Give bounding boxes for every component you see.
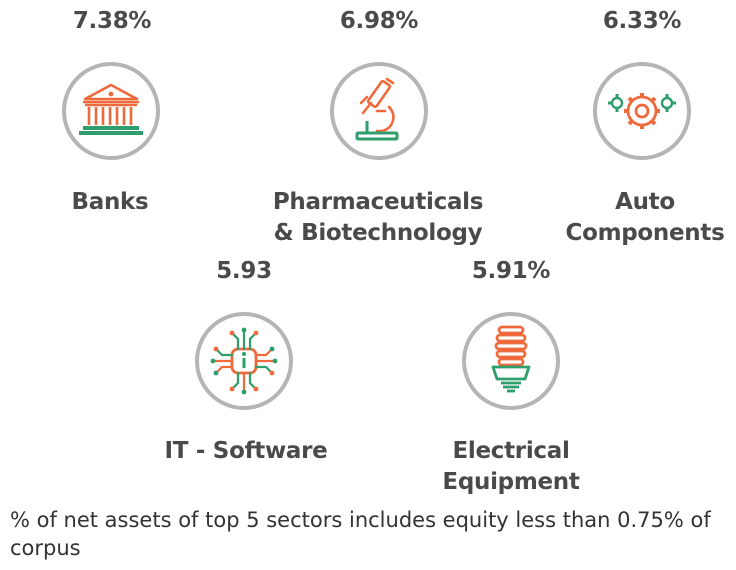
auto-label-line1: Auto xyxy=(615,189,675,215)
electrical-label-line1: Electrical xyxy=(452,438,570,464)
pharma-label-line1: Pharmaceuticals xyxy=(272,189,484,215)
gears-icon xyxy=(590,59,694,163)
banks-percent: 7.38% xyxy=(72,8,152,34)
chip-icon xyxy=(192,309,296,413)
banks-label: Banks xyxy=(71,189,149,215)
footnote: % of net assets of top 5 sectors include… xyxy=(10,508,711,560)
auto-percent: 6.33% xyxy=(602,8,682,34)
electrical-label-line2: Equipment xyxy=(442,469,580,495)
pharma-label-line2: & Biotechnology xyxy=(273,220,483,246)
pharma-percent: 6.98% xyxy=(339,8,419,34)
it-software-percent: 5.93 xyxy=(216,258,272,284)
auto-label-line2: Components xyxy=(565,220,725,246)
electrical-percent: 5.91% xyxy=(471,258,551,284)
cfl-bulb-icon xyxy=(459,309,563,413)
bank-icon xyxy=(59,59,163,163)
it-software-label: IT - Software xyxy=(164,438,328,464)
microscope-icon xyxy=(327,59,431,163)
